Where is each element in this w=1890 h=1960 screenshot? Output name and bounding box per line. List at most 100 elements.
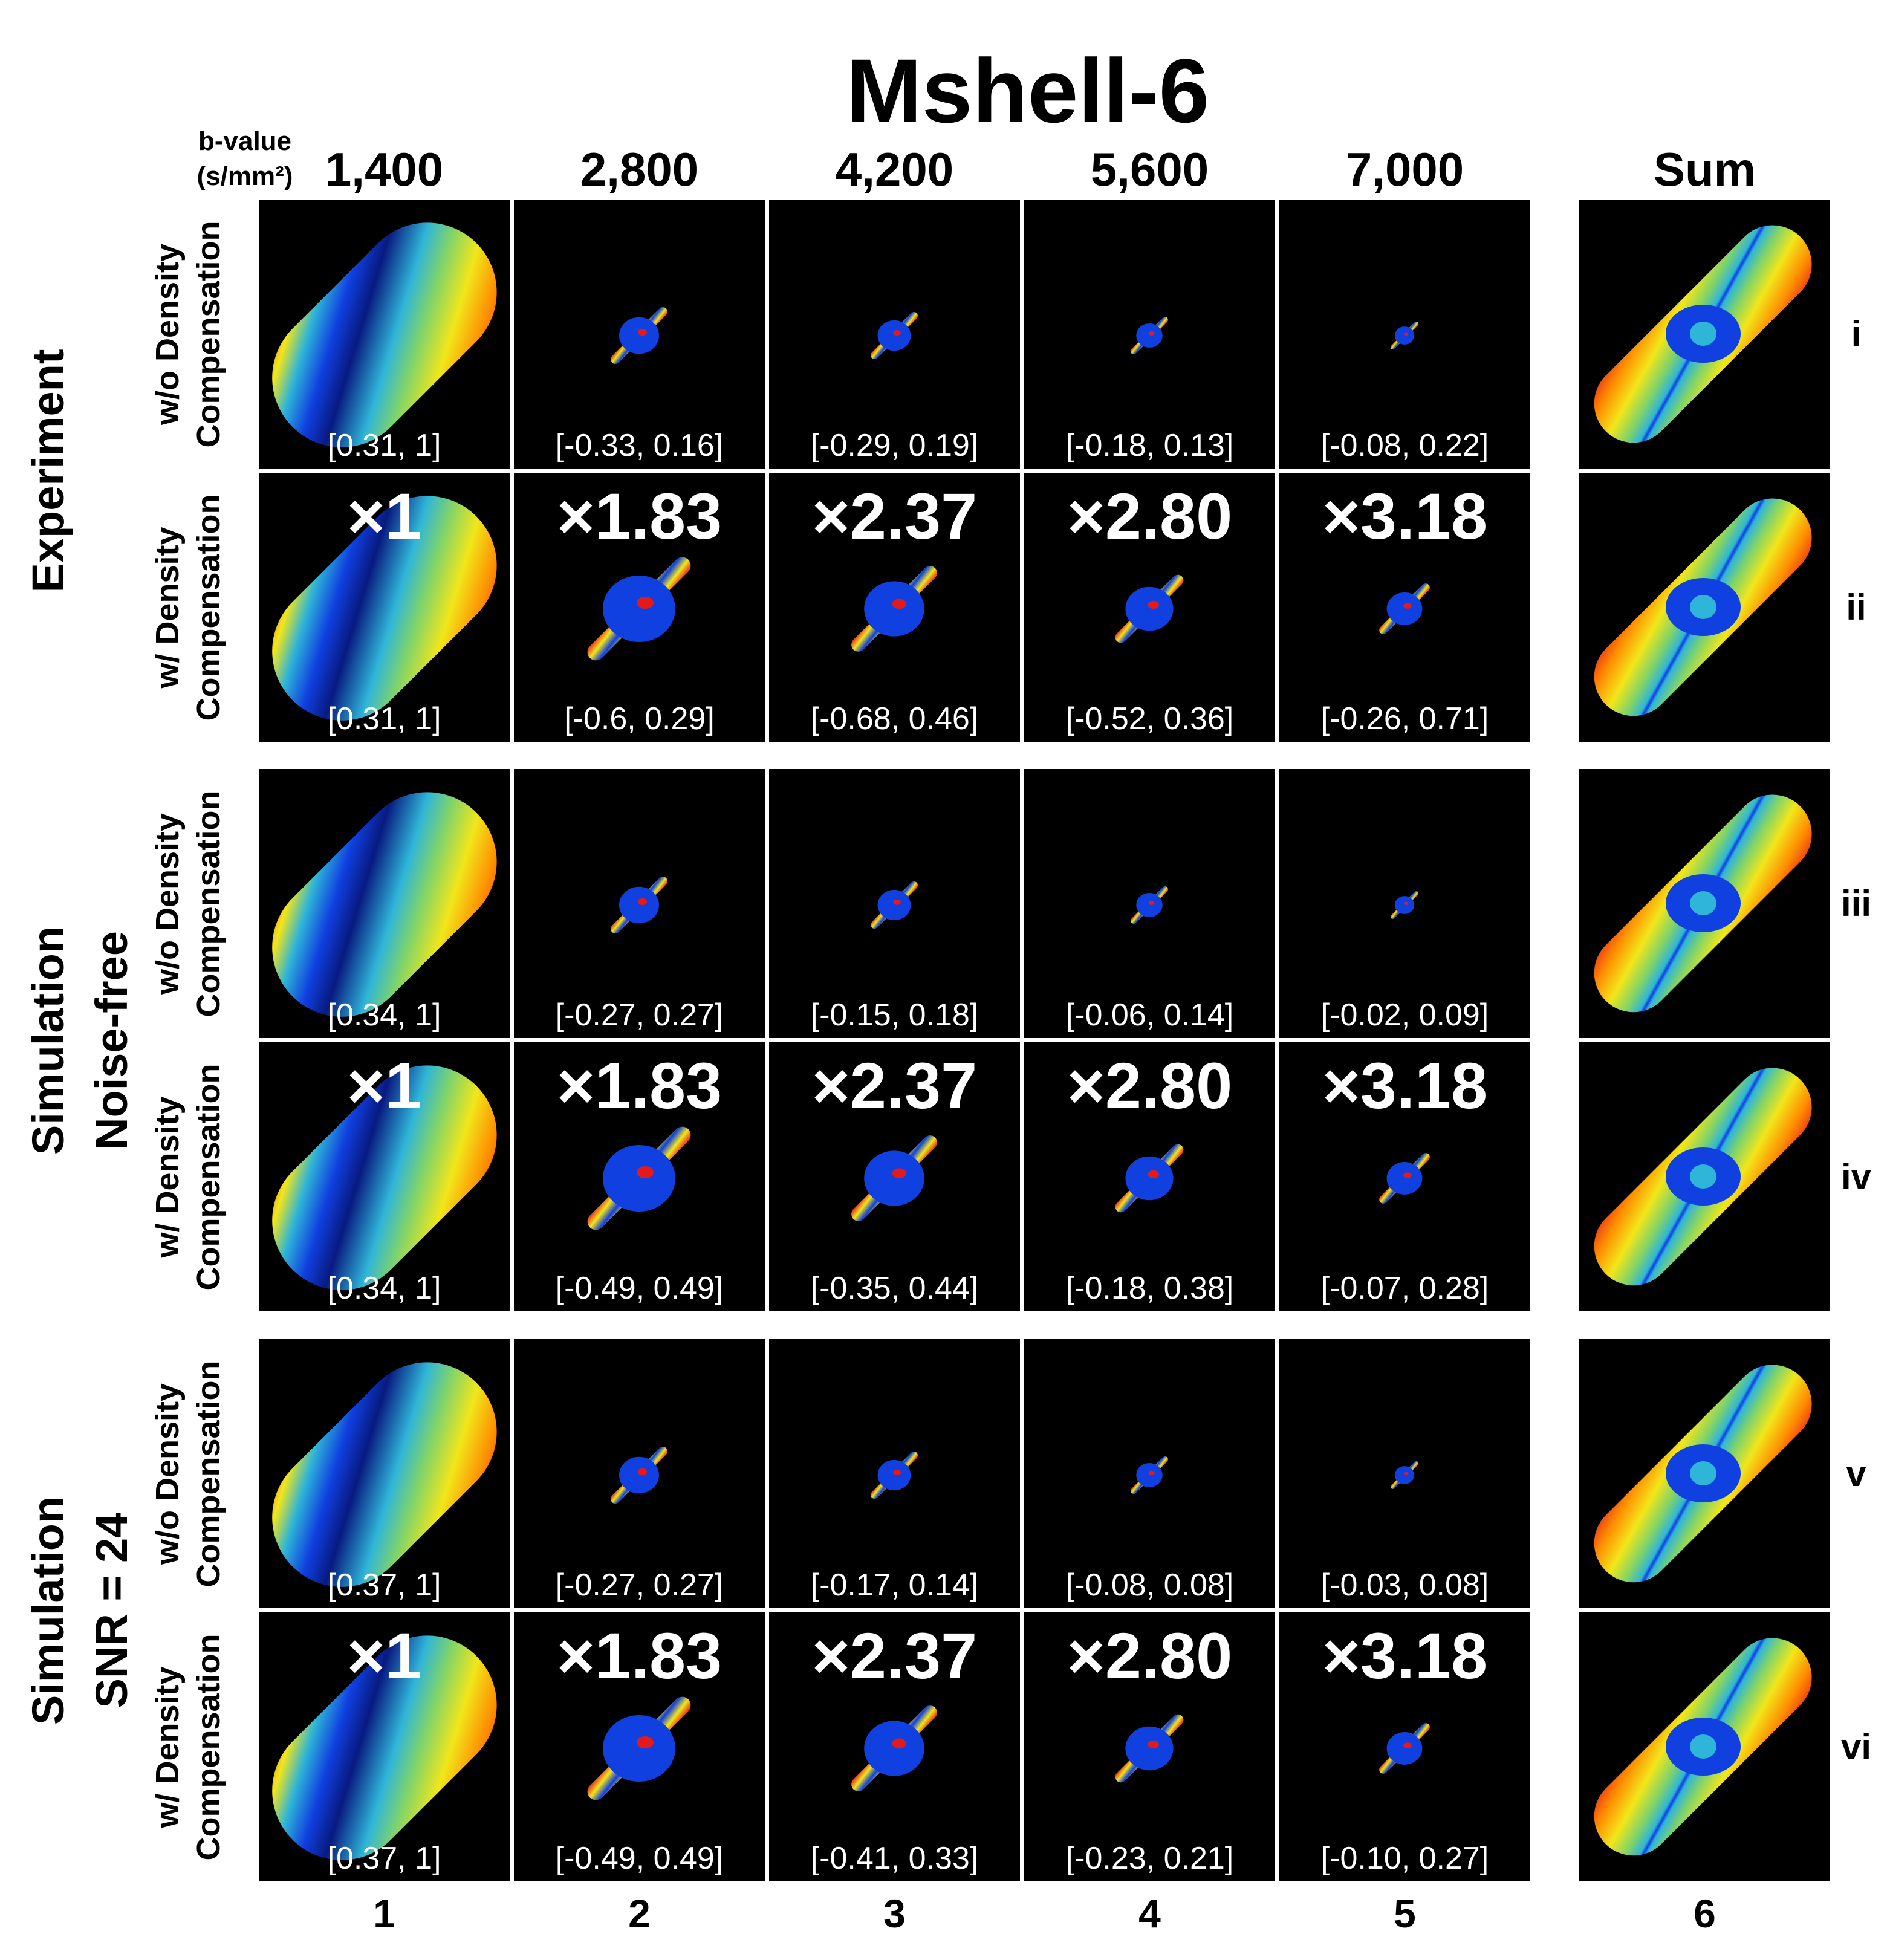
column-header-3: 4,200 [835,143,954,196]
value-range-label: [-0.49, 0.49] [555,1841,724,1876]
odf-glyph-body [619,317,659,354]
glyph-cell-r1-c2: [-0.33, 0.16] [514,200,765,469]
odf-glyph-peak [893,329,901,336]
value-range-label: [-0.23, 0.21] [1065,1841,1234,1876]
value-range-label: [-0.33, 0.16] [555,428,724,463]
odf-glyph-peak [1403,332,1409,336]
odf-sum-center [1690,322,1716,346]
value-range-label: [0.31, 1] [327,428,441,463]
glyph-canvas [1130,316,1169,355]
glyph-cell-r3-c2: [-0.27, 0.27] [514,769,765,1038]
odf-glyph-body [877,889,911,921]
odf-sum-center [1690,1461,1716,1485]
glyph-canvas [851,1135,937,1221]
odf-peanut-glyph [272,222,497,447]
odf-glyph-peak [1148,1170,1159,1178]
odf-glyph-peak [1403,901,1409,905]
value-range-label: [-0.17, 0.14] [810,1568,979,1603]
glyph-canvas [272,792,497,1017]
scale-factor-label: ×1 [346,1619,422,1692]
glyph-cell-r4-c2: [-0.49, 0.49] ×1.83 [514,1042,765,1311]
row-label-line2-5: Compensation [190,1360,227,1588]
glyph-canvas [1390,891,1419,920]
column-number-6: 6 [1694,1891,1716,1936]
odf-glyph-body [1394,1466,1415,1484]
glyph-cell-r2-c2: [-0.6, 0.29] ×1.83 [514,473,765,742]
odf-glyph-body [1125,1726,1174,1771]
odf-glyph-peak [1148,1470,1155,1475]
scale-factor-label: ×1.83 [556,479,723,553]
odf-glyph-body [1386,592,1423,625]
value-range-label: [-0.07, 0.28] [1320,1271,1489,1306]
row-numeral-1: i [1851,313,1862,354]
group-label-1: Experiment [23,348,73,593]
odf-peanut-glyph [272,792,497,1017]
value-range-label: [0.37, 1] [327,1568,441,1603]
glyph-cell-r3-c1: [0.34, 1] [259,769,510,1038]
scale-factor-label: ×3.18 [1322,479,1488,553]
row-label-3: w/o Density [149,813,186,995]
row-label-line2-4: Compensation [190,1063,227,1291]
value-range-label: [0.31, 1] [327,701,441,736]
scale-factor-label: ×2.37 [811,479,978,553]
column-number-3: 3 [883,1891,906,1936]
odf-glyph-peak [637,1736,654,1748]
value-range-label: [-0.49, 0.49] [555,1271,724,1306]
odf-glyph-peak [892,599,906,609]
column-header-1: 1,400 [325,143,444,196]
glyph-canvas [272,496,497,721]
row-label-line2-2: Compensation [190,493,227,721]
bvalue-label-line2: (s/mm²) [196,161,293,191]
glyph-canvas [851,1705,937,1791]
value-range-label: [-0.08, 0.22] [1320,428,1489,463]
glyph-cell-r4-c6 [1579,1042,1830,1311]
odf-glyph-body [1125,586,1174,631]
figure-title: Mshell-6 [846,40,1210,141]
column-header-2: 2,800 [580,143,699,196]
glyph-canvas [871,312,918,359]
glyph-cell-r4-c3: [-0.35, 0.44] ×2.37 [769,1042,1020,1311]
column-header-6: Sum [1653,143,1756,196]
glyph-cell-r5-c3: [-0.17, 0.14] [769,1339,1020,1608]
row-label-line2-6: Compensation [190,1633,227,1861]
row-label-line2-3: Compensation [190,790,227,1017]
odf-glyph-peak [1148,1740,1159,1748]
glyph-canvas [1379,583,1430,634]
row-label-5: w/o Density [149,1383,186,1565]
odf-glyph-body [619,886,659,924]
glyph-cell-r3-c3: [-0.15, 0.18] [769,769,1020,1038]
row-label-2: w/ Density [149,526,186,689]
group-sublabel-3: SNR = 24 [86,1513,137,1708]
value-range-label: [-0.29, 0.19] [810,428,979,463]
glyph-cell-r4-c1: [0.34, 1] ×1 [259,1042,510,1311]
glyph-canvas [1390,321,1419,350]
glyph-canvas [1594,794,1812,1013]
row-numeral-6: vi [1840,1726,1872,1767]
value-range-label: [-0.35, 0.44] [810,1271,979,1306]
row-label-4: w/ Density [149,1095,186,1258]
glyph-cell-r5-c4: [-0.08, 0.08] [1024,1339,1275,1608]
odf-sum-center [1690,1734,1716,1759]
bvalue-label-line1: b-value [198,126,292,156]
glyph-canvas [1594,1068,1812,1286]
odf-glyph-body [603,576,675,642]
odf-glyph-peak [1403,1742,1412,1748]
glyph-cell-r4-c4: [-0.18, 0.38] ×2.80 [1024,1042,1275,1311]
row-numeral-5: v [1846,1453,1866,1494]
value-range-label: [-0.6, 0.29] [564,701,715,736]
odf-glyph-body [1386,1162,1423,1195]
glyph-cell-r2-c5: [-0.26, 0.71] ×3.18 [1279,473,1530,742]
odf-glyph-body [619,1456,659,1494]
glyph-cell-r1-c3: [-0.29, 0.19] [769,200,1020,469]
glyph-canvas [851,566,937,652]
group-label-3: Simulation [23,1496,73,1725]
odf-peanut-glyph [272,1635,497,1860]
glyph-cell-r5-c2: [-0.27, 0.27] [514,1339,765,1608]
glyph-canvas [587,1696,691,1800]
scale-factor-label: ×3.18 [1322,1619,1488,1692]
odf-glyph-peak [1148,600,1159,609]
value-range-label: [-0.18, 0.38] [1065,1271,1234,1306]
odf-glyph-peak [1403,1472,1409,1475]
odf-glyph-body [1136,323,1163,348]
odf-glyph-body [1386,1732,1423,1765]
